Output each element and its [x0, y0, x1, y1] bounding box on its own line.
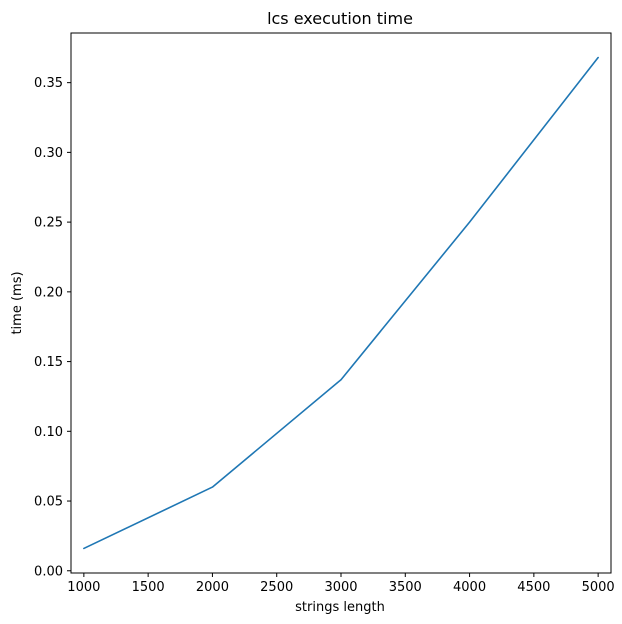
x-tick-label: 4000 [453, 580, 486, 595]
x-tick-label: 1000 [67, 580, 100, 595]
x-axis-label: strings length [295, 600, 385, 615]
series-line [83, 56, 599, 550]
y-tick-label: 0.10 [34, 425, 63, 440]
y-tick-label: 0.30 [34, 146, 63, 161]
x-tick-label: 5000 [582, 580, 615, 595]
y-tick-label: 0.00 [34, 564, 63, 579]
y-axis-ticks: 0.00 0.05 0.10 0.15 0.20 0.25 0.30 0.35 [34, 76, 71, 579]
y-tick-label: 0.05 [34, 495, 63, 510]
chart-title: lcs execution time [267, 9, 413, 28]
x-tick-label: 3500 [389, 580, 422, 595]
x-tick-label: 3000 [324, 580, 357, 595]
x-axis-ticks: 1000 1500 2000 2500 3000 3500 4000 4500 5000 [67, 573, 615, 595]
y-tick-label: 0.35 [34, 76, 63, 91]
x-tick-label: 4500 [517, 580, 550, 595]
y-tick-label: 0.20 [34, 285, 63, 300]
x-tick-label: 2500 [260, 580, 293, 595]
y-axis-label: time (ms) [10, 271, 25, 334]
plot-area [83, 56, 599, 550]
y-tick-label: 0.25 [34, 216, 63, 231]
y-tick-label: 0.15 [34, 355, 63, 370]
x-tick-label: 1500 [132, 580, 165, 595]
plot-frame [70, 32, 612, 574]
x-tick-label: 2000 [196, 580, 229, 595]
